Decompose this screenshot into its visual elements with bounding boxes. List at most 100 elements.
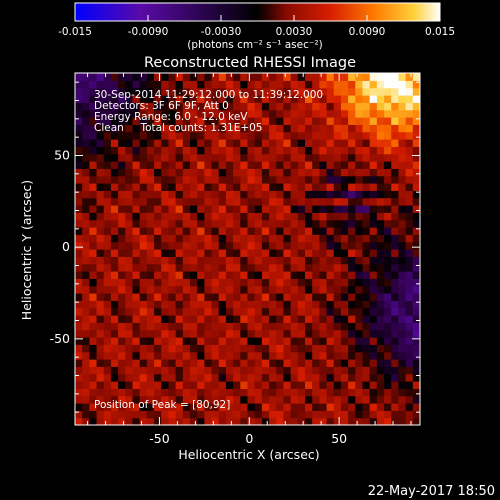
heatmap-cell	[340, 161, 349, 169]
heatmap-cell	[340, 285, 349, 294]
heatmap-cell	[261, 263, 270, 272]
heatmap-cell	[355, 95, 364, 103]
heatmap-cell	[384, 175, 392, 184]
heatmap-cell	[204, 373, 213, 382]
heatmap-cell	[333, 381, 342, 389]
heatmap-cell	[355, 351, 364, 360]
heatmap-cell	[182, 293, 191, 301]
heatmap-cell	[398, 234, 407, 243]
heatmap-cell	[290, 249, 299, 257]
heatmap-cell	[369, 249, 378, 257]
heatmap-cell	[261, 256, 270, 265]
heatmap-cell	[405, 87, 414, 96]
heatmap-cell	[348, 227, 356, 235]
heatmap-cell	[384, 234, 392, 243]
heatmap-cell	[125, 153, 134, 162]
heatmap-cell	[82, 351, 90, 360]
heatmap-cell	[376, 381, 385, 389]
heatmap-cell	[233, 124, 241, 133]
heatmap-cell	[355, 212, 364, 221]
heatmap-cell	[369, 80, 378, 89]
heatmap-cell	[146, 263, 155, 272]
heatmap-cell	[340, 263, 349, 272]
annotation-clean: Clean Total counts: 1.31E+05	[94, 122, 263, 134]
heatmap-cell	[154, 373, 162, 382]
heatmap-cell	[197, 381, 205, 389]
heatmap-cell	[154, 161, 162, 169]
heatmap-cell	[103, 373, 112, 382]
heatmap-cell	[218, 219, 227, 228]
heatmap-cell	[89, 381, 98, 389]
heatmap-cell	[305, 307, 313, 316]
heatmap-cell	[283, 109, 292, 118]
heatmap-cell	[225, 124, 234, 133]
heatmap-cell	[161, 249, 170, 257]
heatmap-cell	[75, 373, 83, 382]
heatmap-cell	[290, 227, 299, 235]
heatmap-cell	[247, 153, 256, 162]
heatmap-cell	[348, 212, 356, 221]
heatmap-cell	[412, 95, 420, 103]
heatmap-cell	[405, 190, 414, 199]
heatmap-cell	[146, 197, 155, 206]
heatmap-cell	[398, 322, 407, 331]
heatmap-cell	[398, 278, 407, 287]
heatmap-cell	[146, 337, 155, 345]
heatmap-cell	[240, 410, 249, 419]
heatmap-cell	[297, 175, 306, 184]
heatmap-cell	[82, 102, 90, 111]
heatmap-cell	[110, 219, 119, 228]
heatmap-cell	[190, 285, 198, 294]
heatmap-cell	[89, 395, 98, 404]
heatmap-cell	[218, 395, 227, 404]
heatmap-cell	[96, 227, 105, 235]
heatmap-cell	[326, 359, 335, 367]
peak-position-label: Position of Peak = [80,92]	[94, 399, 230, 411]
heatmap-cell	[96, 241, 105, 250]
heatmap-cell	[348, 256, 356, 265]
heatmap-cell	[75, 278, 83, 287]
heatmap-cell	[319, 197, 328, 206]
heatmap-cell	[333, 117, 342, 125]
heatmap-cell	[348, 219, 356, 228]
heatmap-cell	[233, 183, 241, 191]
heatmap-cell	[384, 410, 392, 419]
heatmap-cell	[146, 212, 155, 221]
heatmap-cell	[376, 175, 385, 184]
heatmap-cell	[290, 197, 299, 206]
heatmap-cell	[168, 205, 177, 213]
heatmap-cell	[254, 322, 263, 331]
heatmap-cell	[297, 315, 306, 323]
heatmap-cell	[132, 285, 141, 294]
heatmap-cell	[333, 373, 342, 382]
heatmap-cell	[103, 80, 112, 89]
heatmap-cell	[269, 293, 277, 301]
heatmap-cell	[211, 102, 220, 111]
heatmap-cell	[75, 241, 83, 250]
heatmap-cell	[75, 190, 83, 199]
heatmap-cell	[384, 212, 392, 221]
heatmap-cell	[340, 183, 349, 191]
heatmap-cell	[384, 183, 392, 191]
heatmap-cell	[326, 366, 335, 375]
heatmap-cell	[218, 139, 227, 147]
heatmap-cell	[319, 131, 328, 140]
heatmap-cell	[110, 263, 119, 272]
heatmap-cell	[225, 256, 234, 265]
heatmap-cell	[376, 395, 385, 404]
heatmap-cell	[197, 212, 205, 221]
heatmap-cell	[211, 234, 220, 243]
heatmap-cell	[276, 322, 285, 331]
heatmap-cell	[132, 307, 141, 316]
heatmap-cell	[398, 95, 407, 103]
heatmap-cell	[305, 87, 313, 96]
heatmap-cell	[369, 366, 378, 375]
heatmap-cell	[118, 227, 126, 235]
heatmap-cell	[355, 197, 364, 206]
heatmap-cell	[340, 95, 349, 103]
heatmap-cell	[398, 307, 407, 316]
heatmap-cell	[218, 131, 227, 140]
heatmap-cell	[182, 227, 191, 235]
heatmap-cell	[312, 139, 320, 147]
heatmap-cell	[161, 109, 170, 118]
